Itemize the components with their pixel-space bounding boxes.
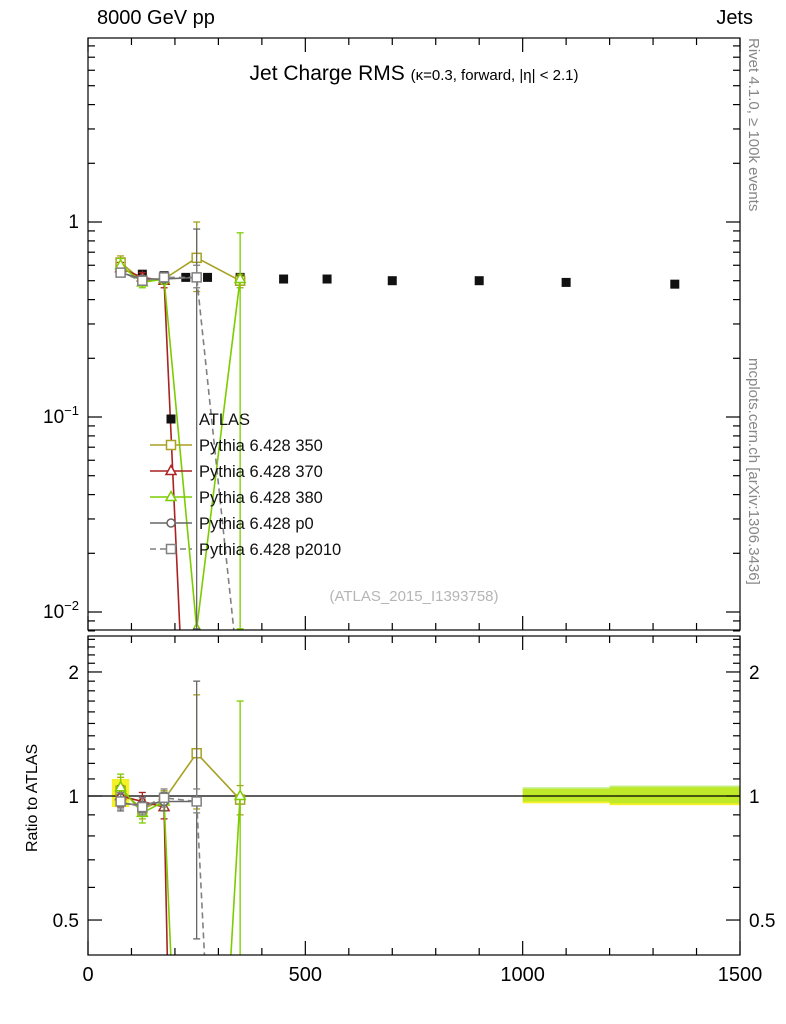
legend-label-pythia-380: Pythia 6.428 380: [199, 489, 323, 507]
legend-label-pythia-370: Pythia 6.428 370: [199, 463, 323, 481]
legend-label-pythia-350: Pythia 6.428 350: [199, 437, 323, 455]
x-tick-label: 500: [289, 964, 322, 986]
main-series-pythia-350: [115, 221, 246, 293]
main-series-pythia-380: [114, 232, 247, 630]
ratio-y-tick-label-right: 2: [749, 663, 760, 684]
legend: ATLAS Pythia 6.428 350 Pythia 6.428 370 Pyt…: [150, 411, 341, 559]
main-series-pythia-p0: [115, 228, 202, 630]
plot-title-suffix: (κ=0.3, forward, |η| < 2.1): [410, 67, 579, 84]
main-y-tick-label: 10−2: [43, 598, 79, 623]
plot-title: Jet Charge RMS (κ=0.3, forward, |η| < 2.…: [88, 62, 740, 86]
ratio-y-tick-label-left: 0.5: [53, 911, 79, 932]
analysis-id-watermark: (ATLAS_2015_I1393758): [329, 588, 499, 605]
ratio-series-pythia-380: [114, 700, 247, 955]
ratio-y-tick-label-left: 1: [68, 787, 79, 808]
legend-label-atlas: ATLAS: [199, 411, 250, 429]
main-y-tick-label: 1: [68, 212, 79, 233]
ratio-y-axis-title: Ratio to ATLAS: [24, 743, 41, 852]
ratio-y-tick-label-right: 0.5: [749, 911, 775, 932]
mcplots-reference-label: mcplots.cern.ch [arXiv:1306.3436]: [745, 358, 762, 585]
x-tick-label: 1500: [718, 964, 763, 986]
beam-energy-label: 8000 GeV pp: [97, 7, 215, 29]
main-y-tick-label: 10−1: [43, 403, 79, 428]
x-tick-label: 1000: [500, 964, 545, 986]
analysis-group-label: Jets: [716, 7, 753, 29]
main-series-pythia-p2010: [115, 264, 235, 630]
ratio-uncertainty-bands: [111, 778, 740, 808]
ratio-series-pythia-p2010: [115, 788, 206, 955]
main-series-pythia-370: [114, 261, 181, 630]
x-tick-label: 0: [82, 964, 93, 986]
ratio-y-tick-label-right: 1: [749, 787, 760, 808]
ratio-series-pythia-370: [114, 784, 171, 955]
legend-label-pythia-p2010: Pythia 6.428 p2010: [199, 541, 341, 559]
ratio-y-tick-label-left: 2: [68, 663, 79, 684]
rivet-version-label: Rivet 4.1.0, ≥ 100k events: [745, 38, 762, 212]
panel-frame: [87, 37, 741, 631]
legend-label-pythia-p0: Pythia 6.428 p0: [199, 515, 314, 533]
plot-title-main: Jet Charge RMS: [249, 62, 405, 85]
